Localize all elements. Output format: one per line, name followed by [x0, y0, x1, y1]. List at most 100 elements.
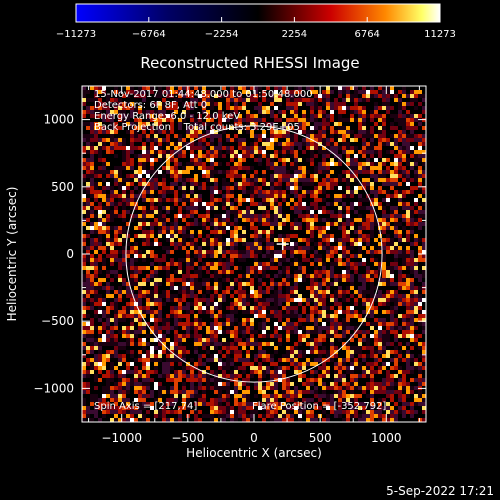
heatmap-cell [354, 98, 358, 102]
heatmap-cell [150, 230, 154, 234]
heatmap-cell [266, 106, 270, 110]
heatmap-cell [342, 214, 346, 218]
heatmap-cell [202, 114, 206, 118]
heatmap-cell [186, 218, 190, 222]
heatmap-cell [342, 314, 346, 318]
heatmap-cell [410, 138, 414, 142]
heatmap-cell [366, 278, 370, 282]
heatmap-cell [298, 174, 302, 178]
heatmap-cell [194, 242, 198, 246]
heatmap-cell [326, 218, 330, 222]
heatmap-cell [234, 110, 238, 114]
heatmap-cell [346, 158, 350, 162]
heatmap-cell [186, 198, 190, 202]
heatmap-cell [382, 206, 386, 210]
heatmap-cell [254, 266, 258, 270]
heatmap-cell [258, 254, 262, 258]
heatmap-cell [278, 158, 282, 162]
heatmap-cell [198, 254, 202, 258]
heatmap-cell [338, 138, 342, 142]
heatmap-cell [94, 262, 98, 266]
heatmap-cell [86, 270, 90, 274]
heatmap-cell [274, 238, 278, 242]
heatmap-cell [386, 222, 390, 226]
heatmap-cell [274, 250, 278, 254]
heatmap-cell [194, 86, 198, 90]
heatmap-cell [178, 238, 182, 242]
heatmap-cell [202, 234, 206, 238]
heatmap-cell [194, 118, 198, 122]
heatmap-cell [266, 302, 270, 306]
heatmap-cell [86, 310, 90, 314]
heatmap-cell [318, 178, 322, 182]
heatmap-cell [170, 226, 174, 230]
heatmap-cell [382, 198, 386, 202]
heatmap-cell [162, 226, 166, 230]
heatmap-cell [334, 258, 338, 262]
heatmap-cell [318, 102, 322, 106]
heatmap-cell [306, 162, 310, 166]
heatmap-cell [246, 166, 250, 170]
heatmap-cell [346, 210, 350, 214]
heatmap-cell [374, 174, 378, 178]
heatmap-cell [302, 190, 306, 194]
heatmap-cell [306, 126, 310, 130]
heatmap-cell [366, 130, 370, 134]
heatmap-cell [374, 186, 378, 190]
heatmap-cell [310, 198, 314, 202]
heatmap-cell [310, 242, 314, 246]
heatmap-cell [122, 306, 126, 310]
heatmap-cell [174, 274, 178, 278]
heatmap-cell [346, 222, 350, 226]
heatmap-cell [210, 174, 214, 178]
heatmap-cell [98, 174, 102, 178]
heatmap-cell [410, 286, 414, 290]
heatmap-cell [210, 186, 214, 190]
heatmap-cell [350, 102, 354, 106]
heatmap-cell [158, 298, 162, 302]
heatmap-cell [218, 282, 222, 286]
heatmap-cell [302, 106, 306, 110]
heatmap-cell [326, 278, 330, 282]
heatmap-cell [274, 154, 278, 158]
heatmap-cell [250, 242, 254, 246]
heatmap-cell [230, 242, 234, 246]
heatmap-cell [358, 218, 362, 222]
heatmap-cell [114, 170, 118, 174]
heatmap-cell [250, 190, 254, 194]
heatmap-cell [286, 238, 290, 242]
heatmap-cell [378, 146, 382, 150]
heatmap-cell [138, 266, 142, 270]
heatmap-cell [346, 306, 350, 310]
heatmap-cell [398, 198, 402, 202]
heatmap-cell [258, 114, 262, 118]
heatmap-cell [150, 162, 154, 166]
heatmap-cell [310, 90, 314, 94]
heatmap-cell [326, 102, 330, 106]
heatmap-cell [226, 118, 230, 122]
heatmap-cell [298, 298, 302, 302]
heatmap-cell [254, 306, 258, 310]
heatmap-cell [170, 258, 174, 262]
heatmap-cell [170, 218, 174, 222]
heatmap-cell [118, 130, 122, 134]
heatmap-cell [358, 102, 362, 106]
heatmap-cell [386, 298, 390, 302]
heatmap-cell [370, 90, 374, 94]
heatmap-cell [102, 214, 106, 218]
heatmap-cell [226, 218, 230, 222]
heatmap-cell [98, 202, 102, 206]
heatmap-cell [418, 278, 422, 282]
heatmap-cell [110, 298, 114, 302]
heatmap-cell [414, 162, 418, 166]
heatmap-cell [142, 202, 146, 206]
heatmap-cell [262, 278, 266, 282]
heatmap-cell [98, 222, 102, 226]
heatmap-cell [418, 262, 422, 266]
heatmap-cell [146, 246, 150, 250]
heatmap-cell [158, 282, 162, 286]
heatmap-cell [306, 206, 310, 210]
heatmap-cell [222, 170, 226, 174]
heatmap-cell [366, 122, 370, 126]
heatmap-cell [390, 202, 394, 206]
